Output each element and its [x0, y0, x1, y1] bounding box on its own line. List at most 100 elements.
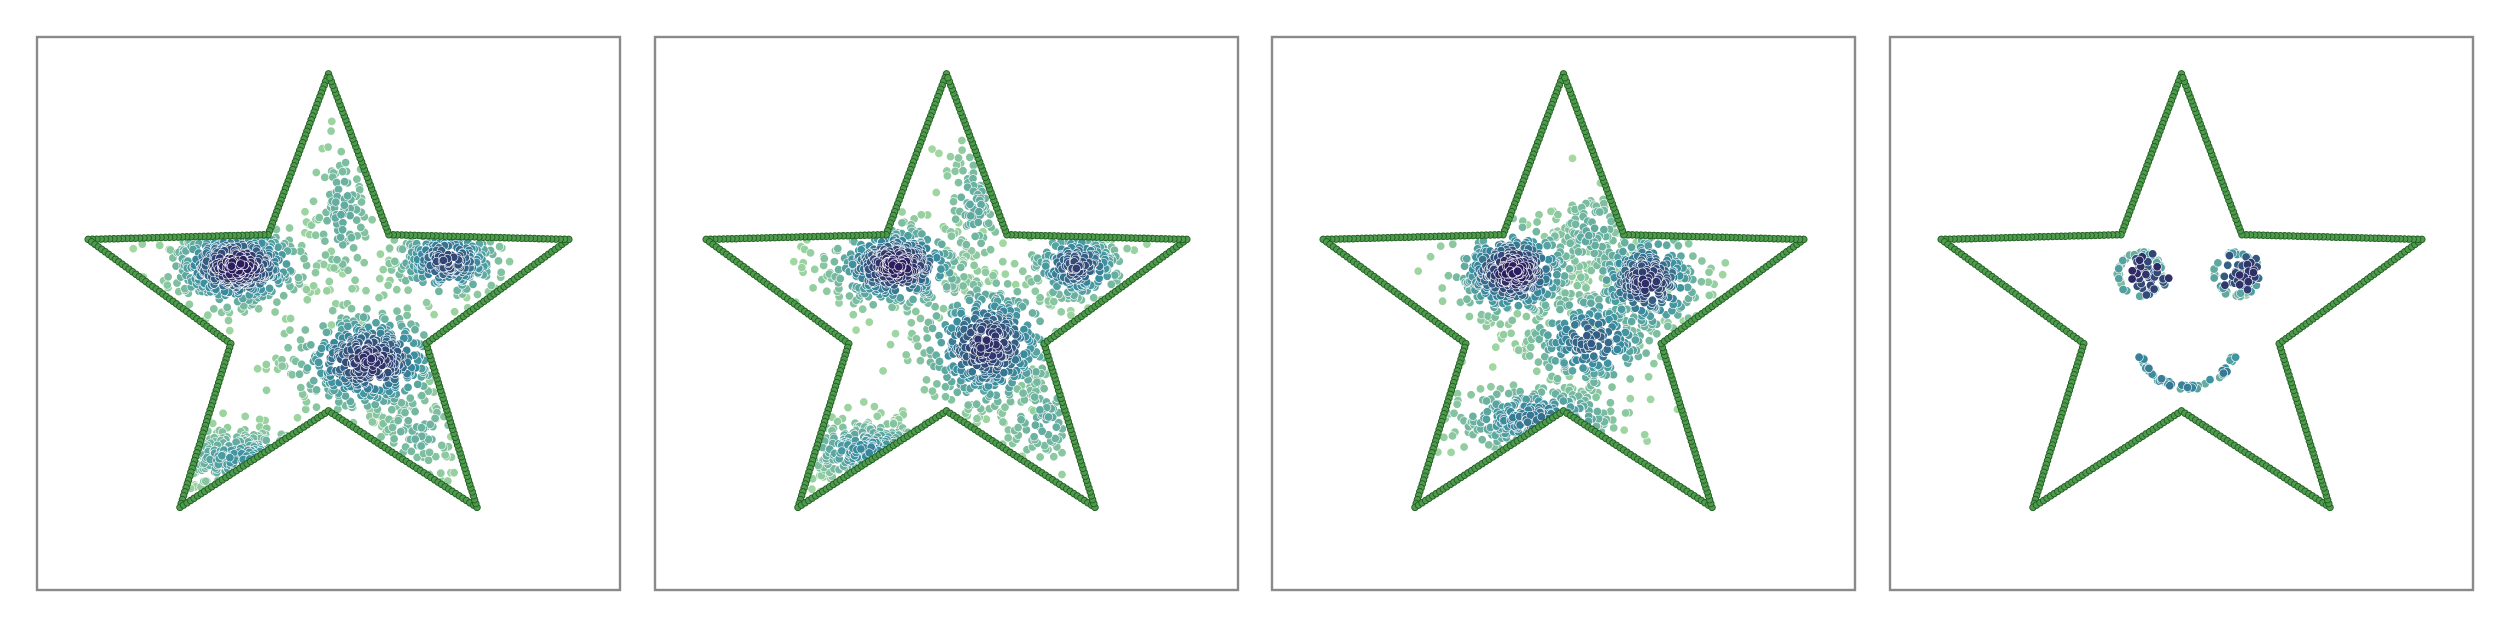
- scatter-point: [833, 244, 843, 254]
- scatter-point: [1704, 290, 1714, 300]
- scatter-point: [1564, 300, 1574, 310]
- scatter-point: [340, 177, 350, 187]
- scatter-point: [424, 447, 434, 457]
- scatter-point: [320, 172, 330, 182]
- scatter-point: [356, 222, 366, 232]
- scatter-point: [991, 278, 1001, 288]
- scatter-point: [953, 153, 963, 163]
- scatter-point: [302, 295, 312, 305]
- scatter-point: [1462, 294, 1472, 304]
- scatter-point: [1481, 414, 1491, 424]
- scatter-point: [970, 231, 980, 241]
- scatter-point: [361, 286, 371, 296]
- scatter-point: [986, 245, 996, 255]
- scatter-point: [184, 299, 194, 309]
- scatter-point: [309, 376, 319, 386]
- scatter-point: [1446, 447, 1456, 457]
- scatter-point: [1673, 241, 1683, 251]
- scatter-point: [1625, 374, 1635, 384]
- scatter-point: [400, 408, 410, 418]
- scatter-point: [998, 238, 1008, 248]
- scatter-point: [323, 142, 333, 152]
- scatter-point: [961, 240, 971, 250]
- scatter-point: [1644, 372, 1654, 382]
- scatter-point: [227, 261, 237, 271]
- scatter-point: [1071, 263, 1081, 273]
- scatter-point: [974, 207, 984, 217]
- scatter-point: [397, 244, 407, 254]
- scatter-point: [203, 310, 213, 320]
- scatter-point: [945, 152, 955, 162]
- scatter-point: [890, 329, 900, 339]
- scatter-point: [1056, 307, 1066, 317]
- scatter-point: [868, 300, 878, 310]
- scatter-point: [858, 304, 868, 314]
- scatter-point: [367, 215, 377, 225]
- scatter-point: [951, 214, 961, 224]
- scatter-point: [1542, 241, 1552, 251]
- scatter-point: [1599, 225, 1609, 235]
- scatter-point: [1553, 210, 1563, 220]
- scatter-point: [1057, 469, 1067, 479]
- scatter-point: [403, 285, 413, 295]
- scatter-point: [163, 272, 173, 282]
- scatter-point: [329, 263, 339, 273]
- scatter-point: [1605, 398, 1615, 408]
- scatter-point: [322, 216, 332, 226]
- scatter-point: [331, 197, 341, 207]
- scatter-point: [872, 411, 882, 421]
- scatter-point: [222, 302, 232, 312]
- scatter-point: [934, 356, 944, 366]
- scatter-point: [957, 145, 967, 155]
- scatter-point: [430, 413, 440, 423]
- scatter-point: [1030, 392, 1040, 402]
- scatter-point: [1627, 242, 1637, 252]
- scatter-point: [1621, 408, 1631, 418]
- scatter-point: [1513, 301, 1523, 311]
- scatter-point: [410, 407, 420, 417]
- scatter-point: [336, 147, 346, 157]
- scatter-point: [345, 211, 355, 221]
- scatter-point: [402, 310, 412, 320]
- scatter-point: [1653, 239, 1663, 249]
- scatter-point: [1617, 304, 1627, 314]
- panel-frame: [1270, 35, 1857, 592]
- scatter-point: [931, 311, 941, 321]
- scatter-point: [358, 312, 368, 322]
- scatter-point: [1486, 382, 1496, 392]
- scatter-point: [314, 213, 324, 223]
- scatter-point: [973, 217, 983, 227]
- scatter-point: [1032, 377, 1042, 387]
- scatter-point: [300, 325, 310, 335]
- scatter-point: [1448, 431, 1458, 441]
- scatter-point: [436, 468, 446, 478]
- scatter-point: [162, 280, 172, 290]
- scatter-point: [1452, 399, 1462, 409]
- scatter-point: [1590, 223, 1600, 233]
- scatter-point: [1016, 415, 1026, 425]
- scatter-point: [356, 197, 366, 207]
- scatter-point: [486, 280, 496, 290]
- scatter-point: [998, 417, 1008, 427]
- scatter-point: [950, 166, 960, 176]
- scatter-point: [413, 379, 423, 389]
- scatter-point: [1571, 219, 1581, 229]
- scatter-point: [1035, 452, 1045, 462]
- scatter-point: [320, 236, 330, 246]
- scatter-point: [425, 419, 435, 429]
- scatter-point: [299, 254, 309, 264]
- scatter-point: [328, 306, 338, 316]
- scatter-point: [938, 304, 948, 314]
- scatter-point: [352, 174, 362, 184]
- scatter-point: [963, 400, 973, 410]
- scatter-point: [911, 334, 921, 344]
- scatter-point: [375, 274, 385, 284]
- scatter-point: [1037, 426, 1047, 436]
- scatter-point: [375, 249, 385, 259]
- scatter-point: [253, 364, 263, 374]
- scatter-point: [927, 386, 937, 396]
- scatter-point: [1514, 345, 1524, 355]
- scatter-point: [965, 199, 975, 209]
- panel-2: [653, 35, 1240, 592]
- scatter-point: [343, 265, 353, 275]
